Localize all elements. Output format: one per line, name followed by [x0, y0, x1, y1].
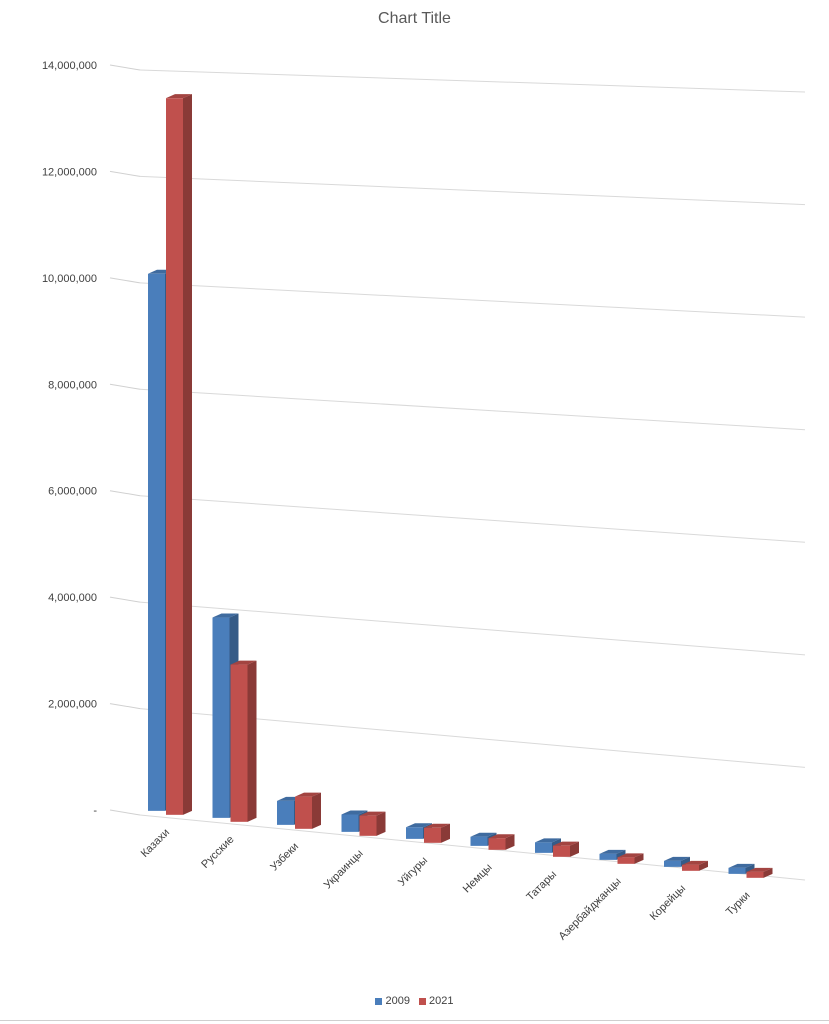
y-tick-label: 8,000,000 — [48, 379, 97, 391]
gridline-left-3 — [109, 490, 141, 497]
chart-title: Chart Title — [378, 10, 451, 27]
gridline-2 — [139, 601, 806, 656]
y-tick-label: 4,000,000 — [48, 592, 97, 604]
gridline-0 — [139, 814, 806, 881]
y-tick-label: 2,000,000 — [48, 699, 97, 711]
gridline-3 — [139, 495, 806, 543]
x-tick-label: Татары — [524, 868, 559, 903]
gridline-6 — [139, 175, 806, 206]
bar-top-2021-2 — [295, 792, 321, 797]
x-tick-label: Узбеки — [268, 841, 301, 874]
bar-top-2009-8 — [664, 856, 690, 861]
gridline-left-5 — [109, 277, 141, 284]
bar-side-2021-5 — [505, 834, 515, 850]
bar-top-2009-7 — [599, 849, 626, 854]
bar-2009-3 — [341, 814, 359, 832]
x-tick-label: Украинцы — [322, 847, 366, 891]
legend-swatch-2009 — [375, 997, 383, 1005]
bar-2009-8 — [664, 860, 681, 867]
bar-2021-8 — [682, 864, 699, 871]
bar-2009-2 — [277, 800, 294, 825]
bar-top-2009-9 — [728, 863, 755, 868]
bar-2021-7 — [617, 857, 635, 864]
y-axis-ticks: - 2,000,000 4,000,000 6,000,000 8,000,000 10,… — [42, 60, 97, 817]
bar-side-2021-8 — [699, 860, 708, 871]
bar-top-2021-5 — [488, 834, 515, 839]
bar-2009-7 — [599, 853, 617, 860]
bars — [148, 94, 773, 878]
bar-2021-3 — [359, 815, 377, 836]
bar-2009-9 — [728, 867, 746, 874]
bar-2021-6 — [553, 845, 570, 857]
legend-item-2021: 2021 — [419, 995, 454, 1007]
bar-top-2009-5 — [470, 832, 497, 837]
bar-2021-9 — [746, 871, 764, 878]
bar-side-2021-6 — [570, 841, 579, 857]
x-tick-label: Русские — [199, 834, 236, 871]
bar-top-2021-3 — [359, 811, 386, 816]
bar-top-2021-6 — [553, 841, 579, 846]
gridline-left-6 — [109, 170, 141, 177]
bar-side-2021-7 — [634, 853, 644, 864]
gridline-5 — [139, 282, 806, 318]
gridline-left-7 — [109, 64, 141, 71]
bar-side-2021-0 — [183, 94, 192, 815]
bar-2021-2 — [295, 796, 312, 829]
bar-top-2021-4 — [424, 823, 450, 828]
bar-2021-1 — [230, 664, 248, 822]
y-tick-label: 10,000,000 — [42, 273, 97, 285]
bar-top-2021-7 — [617, 853, 644, 858]
bar-top-2009-6 — [535, 838, 561, 843]
gridline-left-4 — [109, 383, 141, 390]
bar-side-2021-3 — [376, 811, 386, 836]
bar-2009-0 — [148, 273, 165, 811]
gridline-left-0 — [109, 809, 141, 816]
bar-2021-0 — [166, 98, 183, 815]
x-tick-label: Немцы — [461, 861, 495, 895]
legend-swatch-2021 — [419, 997, 427, 1005]
y-tick-label: - — [93, 805, 97, 817]
bar-side-2021-9 — [763, 867, 773, 878]
legend-label-2021: 2021 — [429, 995, 454, 1007]
gridline-4 — [139, 388, 806, 431]
gridline-left-2 — [109, 596, 141, 603]
y-tick-label: 12,000,000 — [42, 166, 97, 178]
gridlines — [109, 64, 806, 881]
legend-label-2009: 2009 — [385, 995, 410, 1007]
bottom-border — [0, 1020, 829, 1021]
bar-top-2009-3 — [341, 810, 368, 815]
bar-2009-4 — [406, 827, 423, 839]
bar-side-2021-1 — [247, 660, 257, 822]
x-tick-label: Казахи — [139, 827, 172, 860]
legend-item-2009: 2009 — [375, 995, 410, 1007]
bar-top-2021-1 — [230, 660, 257, 665]
bar-top-2009-1 — [212, 613, 239, 618]
x-axis-ticks: Казахи Русские Узбеки Украинцы Уйгуры Немцы Та… — [139, 827, 753, 943]
bar-side-2021-4 — [441, 823, 450, 843]
bar-2009-1 — [212, 617, 230, 818]
bar-2021-4 — [424, 827, 441, 843]
x-tick-label: Корейцы — [648, 882, 688, 922]
bar-2009-5 — [470, 836, 488, 846]
bar-2009-6 — [535, 842, 552, 853]
x-tick-label: Уйгуры — [396, 854, 430, 888]
bar-top-2009-4 — [406, 823, 432, 828]
x-tick-label: Турки — [724, 890, 753, 919]
gridline-7 — [139, 69, 806, 93]
bar-side-2021-2 — [312, 792, 321, 829]
bar-top-2021-9 — [746, 867, 773, 872]
gridline-left-1 — [109, 703, 141, 710]
bar-2021-5 — [488, 838, 506, 850]
y-tick-label: 6,000,000 — [48, 486, 97, 498]
x-tick-label: Азербайджанцы — [556, 875, 623, 942]
bar-top-2021-8 — [682, 860, 708, 865]
y-tick-label: 14,000,000 — [42, 60, 97, 72]
bar-top-2021-0 — [166, 94, 192, 99]
legend: 2009 2021 — [0, 995, 829, 1007]
